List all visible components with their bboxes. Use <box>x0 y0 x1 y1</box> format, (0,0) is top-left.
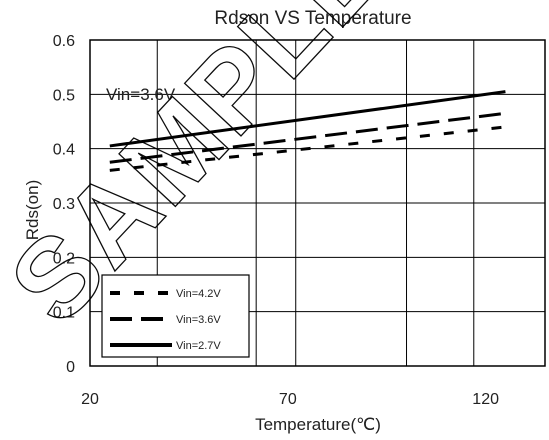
watermark-text: SAMPLE DESIGN <box>0 0 549 347</box>
y-tick-label: 0.5 <box>53 87 75 104</box>
series-group <box>109 90 506 172</box>
watermark: SAMPLE DESIGN <box>0 0 549 347</box>
y-tick-label: 0.6 <box>53 33 75 50</box>
y-tick-label: 0.3 <box>53 196 75 213</box>
y-tick-label: 0.4 <box>53 142 75 159</box>
x-tick-label: 120 <box>472 391 499 408</box>
chart-title: Rdson VS Temperature <box>214 8 411 29</box>
y-axis-ticks: 0 0.1 0.2 0.3 0.4 0.5 0.6 <box>53 33 75 376</box>
series-line-2 <box>109 111 506 164</box>
y-tick-label: 0 <box>66 359 75 376</box>
x-tick-label: 20 <box>81 391 99 408</box>
legend-label-3: Vin=2.7V <box>176 340 221 352</box>
y-tick-label: 0.1 <box>53 305 75 322</box>
series-line-3 <box>109 90 506 148</box>
legend-label-2: Vin=3.6V <box>176 314 221 326</box>
x-axis-ticks: 20 70 120 <box>81 391 499 408</box>
annotation-label: Vin=3.6V <box>106 85 176 104</box>
plot-frame <box>89 39 546 367</box>
y-axis-label: Rds(on) <box>23 180 42 240</box>
series-line-1 <box>109 125 506 172</box>
x-tick-label: 70 <box>279 391 297 408</box>
legend: Vin=4.2V Vin=3.6V Vin=2.7V <box>101 274 250 358</box>
y-tick-label: 0.2 <box>53 250 75 267</box>
legend-label-1: Vin=4.2V <box>176 288 221 300</box>
x-axis-label: Temperature(℃) <box>255 415 381 434</box>
